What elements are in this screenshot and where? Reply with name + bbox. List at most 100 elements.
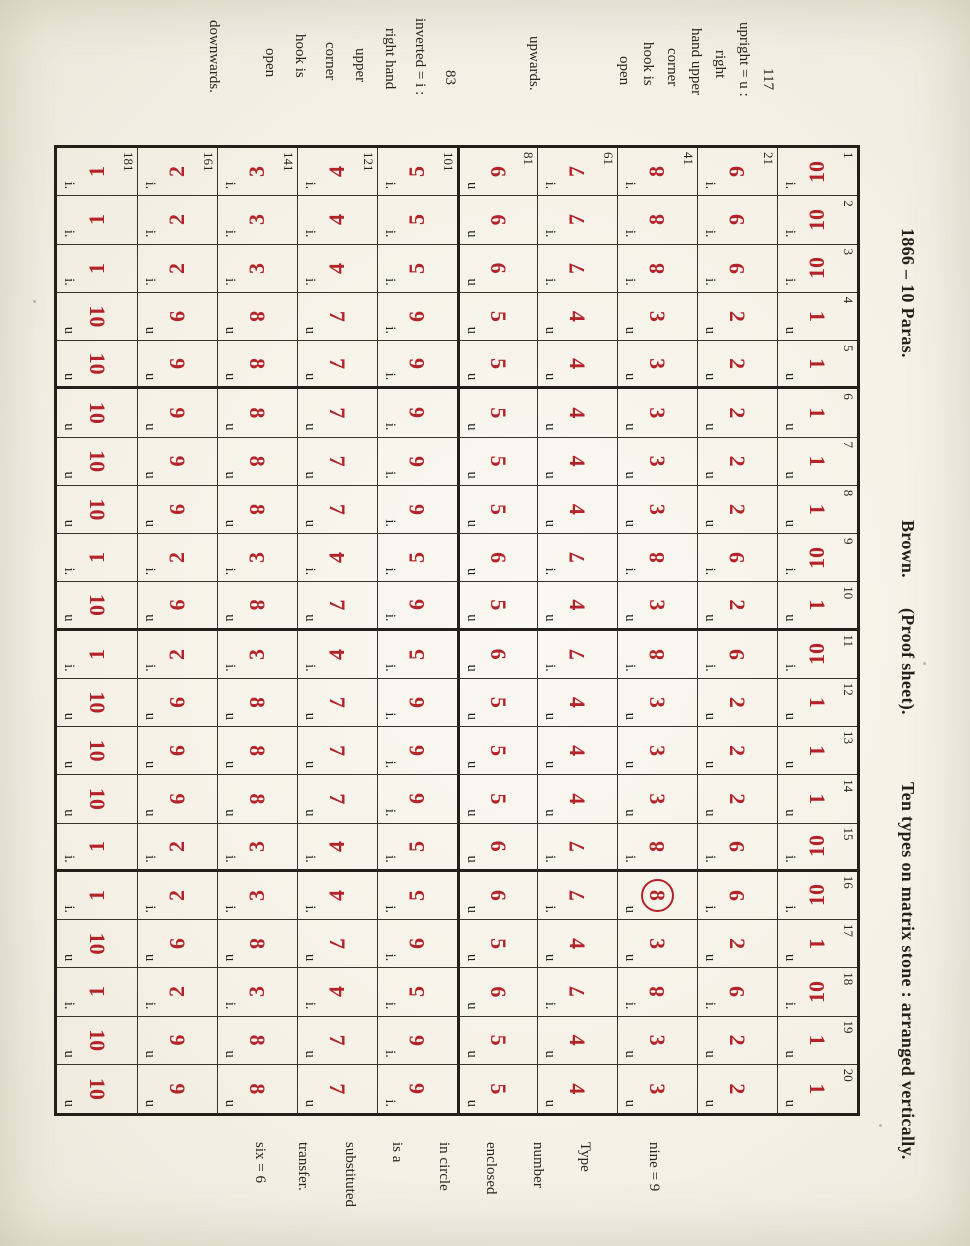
- orientation-letter: i.: [622, 181, 639, 190]
- type-number: 2: [164, 214, 190, 226]
- type-number: 9: [724, 648, 750, 660]
- position-number: 9: [841, 538, 856, 545]
- type-number: 3: [645, 310, 671, 322]
- type-number: 4: [565, 599, 591, 611]
- orientation-letter: u: [61, 954, 78, 962]
- orientation-letter: u: [702, 519, 719, 527]
- orientation-letter: u: [142, 373, 159, 381]
- orientation-letter: u: [464, 855, 481, 863]
- stamp-cell: 11 10 i.: [777, 630, 857, 679]
- type-number: 7: [325, 310, 351, 322]
- type-number: 8: [245, 696, 271, 708]
- orientation-letter: i.: [382, 519, 399, 527]
- type-number: 4: [565, 745, 591, 757]
- orientation-letter: u: [464, 568, 481, 576]
- type-number: 6: [404, 599, 430, 611]
- type-number: 3: [645, 358, 671, 370]
- stamp-cell: 6 i.: [377, 292, 457, 341]
- orientation-letter: i.: [382, 953, 399, 962]
- position-number: 17: [841, 924, 856, 937]
- orientation-letter: i.: [622, 855, 639, 863]
- type-number: 1: [805, 793, 831, 805]
- stamp-cell: 4 i.: [297, 630, 377, 679]
- type-number: 1: [84, 840, 109, 852]
- stamp-cell: 4 i.: [297, 871, 377, 920]
- type-number: 2: [164, 648, 190, 660]
- orientation-letter: u: [142, 423, 159, 431]
- type-number: 4: [565, 938, 591, 950]
- orientation-letter: u: [464, 954, 481, 962]
- orientation-letter: u: [302, 1050, 319, 1058]
- type-number: 5: [486, 407, 512, 419]
- orientation-letter: i.: [61, 567, 78, 576]
- position-number: 4: [841, 296, 856, 304]
- type-number: 2: [164, 166, 190, 178]
- type-number: 2: [725, 1083, 751, 1095]
- stamp-cell: 8 i.: [617, 630, 697, 679]
- orientation-letter: u: [222, 1099, 239, 1107]
- stamp-cell: 19 1 u: [777, 1016, 857, 1065]
- orientation-letter: u: [302, 373, 319, 381]
- type-number: 3: [645, 938, 671, 950]
- orientation-letter: i.: [142, 181, 159, 190]
- type-number: 7: [564, 840, 590, 852]
- orientation-letter: i.: [61, 181, 78, 190]
- orientation-letter: i.: [61, 905, 78, 913]
- orientation-letter: u: [782, 423, 799, 431]
- orientation-letter: u: [222, 471, 239, 479]
- orientation-letter: u: [622, 326, 639, 334]
- orientation-letter: i.: [382, 326, 399, 334]
- stamp-cell: 2 i.: [137, 534, 217, 583]
- position-number: 41: [681, 152, 696, 165]
- type-number: 7: [564, 166, 590, 178]
- orientation-letter: i.: [622, 229, 639, 238]
- orientation-letter: u: [702, 1050, 719, 1058]
- type-number: 3: [645, 1083, 671, 1095]
- stamp-cell: 6 i.: [377, 775, 457, 824]
- orientation-letter: u: [142, 761, 159, 769]
- type-number: 4: [565, 407, 591, 419]
- orientation-letter: i.: [382, 567, 399, 576]
- orientation-letter: i.: [61, 1001, 78, 1010]
- margin-note-nine: nine = 9: [646, 1142, 662, 1192]
- orientation-letter: u: [222, 954, 239, 962]
- position-number: 3: [841, 248, 856, 256]
- orientation-letter: u: [782, 373, 799, 381]
- type-number: 6: [486, 889, 512, 901]
- orientation-letter: i.: [61, 229, 78, 238]
- type-number: 5: [486, 938, 512, 950]
- stamp-cell: 7 i.: [537, 823, 617, 872]
- orientation-letter: u: [782, 954, 799, 962]
- orientation-letter: u: [222, 373, 239, 381]
- orientation-letter: u: [782, 471, 799, 479]
- stamp-cell: 41 8 i.: [617, 148, 697, 197]
- type-number: 2: [164, 840, 190, 852]
- stamp-cell: 3 10 i.: [777, 244, 857, 293]
- type-number: 1: [805, 599, 831, 611]
- orientation-letter: u: [622, 471, 639, 479]
- orientation-letter: u: [61, 326, 78, 334]
- type-number: 9: [724, 889, 750, 901]
- type-number: 5: [404, 552, 430, 564]
- type-number: 6: [404, 503, 430, 515]
- orientation-letter: i.: [382, 471, 399, 479]
- stamp-cell: 3 i.: [217, 630, 297, 679]
- type-number: 10: [85, 450, 110, 473]
- type-number: 8: [245, 793, 271, 805]
- type-number: 3: [645, 696, 671, 708]
- type-number: 2: [725, 310, 751, 322]
- stamp-cell: 13 1 u: [777, 727, 857, 776]
